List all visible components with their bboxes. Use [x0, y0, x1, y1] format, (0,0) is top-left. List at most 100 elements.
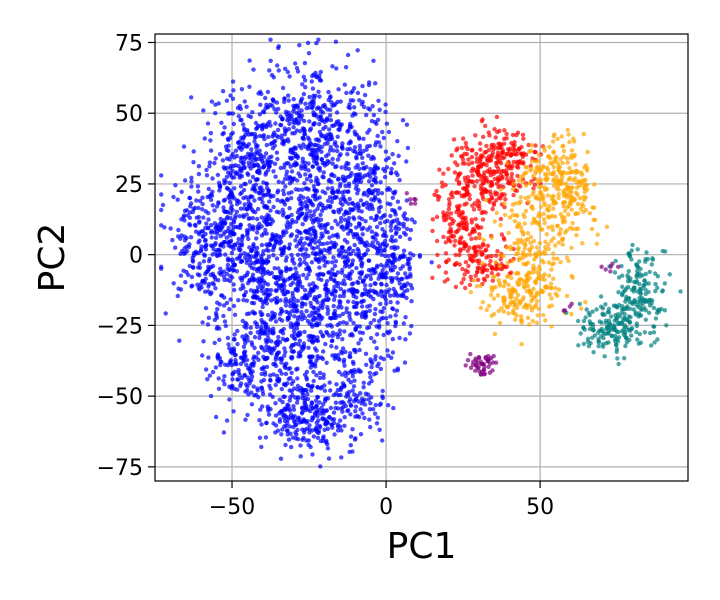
scatter-point	[281, 232, 286, 238]
scatter-point	[400, 254, 406, 259]
scatter-point	[314, 74, 319, 79]
scatter-point	[314, 348, 319, 353]
scatter-point	[525, 260, 531, 265]
scatter-point	[299, 166, 304, 171]
scatter-point	[202, 238, 208, 243]
scatter-point	[485, 268, 490, 273]
scatter-point	[624, 340, 630, 345]
scatter-point	[334, 345, 339, 350]
scatter-point	[449, 233, 454, 239]
scatter-point	[467, 282, 473, 288]
scatter-point	[291, 335, 297, 341]
scatter-point	[473, 244, 478, 250]
scatter-point	[637, 331, 642, 337]
scatter-point	[328, 107, 333, 113]
scatter-point	[359, 396, 365, 402]
scatter-point	[313, 315, 318, 321]
scatter-point	[313, 427, 318, 432]
scatter-point	[625, 273, 630, 278]
scatter-point	[354, 301, 359, 306]
scatter-point	[189, 95, 194, 100]
scatter-point	[518, 314, 524, 319]
scatter-point	[282, 99, 287, 105]
scatter-point	[295, 252, 301, 257]
scatter-point	[315, 384, 320, 390]
scatter-point	[569, 185, 574, 190]
scatter-point	[272, 161, 278, 166]
scatter-point	[243, 389, 248, 394]
plot-frame	[154, 33, 689, 482]
scatter-point	[626, 284, 631, 290]
scatter-point	[340, 267, 345, 273]
scatter-point	[225, 262, 231, 268]
scatter-point	[342, 329, 347, 334]
scatter-point	[263, 172, 268, 177]
scatter-point	[336, 87, 341, 92]
scatter-point	[330, 333, 335, 338]
scatter-point	[330, 103, 335, 108]
scatter-point	[527, 181, 533, 186]
scatter-point	[601, 329, 606, 334]
scatter-point	[273, 121, 278, 126]
scatter-point	[267, 119, 272, 125]
scatter-point	[651, 324, 657, 329]
scatter-point	[380, 129, 385, 135]
scatter-point	[392, 264, 398, 270]
scatter-point	[242, 128, 247, 133]
scatter-point	[260, 304, 265, 310]
scatter-point	[580, 178, 586, 183]
scatter-point	[407, 236, 412, 242]
scatter-point	[349, 262, 355, 267]
scatter-point	[390, 152, 395, 157]
data-points	[159, 37, 683, 469]
scatter-point	[463, 243, 469, 248]
scatter-point	[641, 282, 647, 288]
scatter-point	[373, 357, 378, 362]
scatter-point	[232, 336, 237, 342]
scatter-point	[297, 43, 302, 48]
scatter-point	[529, 143, 535, 148]
scatter-point	[273, 138, 278, 144]
scatter-point	[283, 66, 288, 72]
scatter-point	[330, 267, 335, 272]
scatter-point	[561, 204, 566, 209]
scatter-point	[278, 122, 283, 128]
scatter-point	[409, 323, 414, 329]
scatter-point	[499, 232, 505, 237]
scatter-point	[381, 306, 387, 311]
scatter-point	[318, 314, 323, 319]
scatter-point	[525, 315, 531, 320]
scatter-point	[331, 410, 337, 415]
scatter-point	[363, 391, 369, 396]
scatter-point	[384, 121, 390, 126]
scatter-point	[315, 294, 320, 300]
scatter-point	[474, 170, 480, 175]
y-tick-label: −25	[97, 314, 143, 339]
scatter-point	[314, 404, 319, 410]
scatter-point	[204, 173, 210, 178]
scatter-point	[238, 383, 243, 389]
scatter-point	[345, 52, 351, 58]
scatter-point	[403, 283, 408, 289]
scatter-point	[199, 244, 204, 249]
scatter-point	[274, 340, 279, 345]
scatter-point	[468, 365, 474, 370]
scatter-point	[382, 248, 387, 253]
scatter-point	[547, 171, 552, 176]
scatter-point	[268, 193, 273, 198]
scatter-point	[357, 166, 362, 171]
scatter-point	[352, 348, 358, 353]
scatter-point	[560, 236, 565, 242]
scatter-point	[531, 286, 536, 292]
scatter-point	[222, 209, 228, 215]
scatter-point	[384, 282, 389, 288]
scatter-point	[566, 212, 571, 217]
scatter-point	[308, 232, 313, 237]
scatter-point	[534, 298, 540, 304]
scatter-point	[430, 217, 435, 222]
scatter-point	[383, 149, 389, 154]
scatter-point	[628, 328, 633, 333]
scatter-point	[265, 89, 271, 95]
scatter-point	[360, 411, 365, 416]
scatter-point	[356, 208, 361, 213]
